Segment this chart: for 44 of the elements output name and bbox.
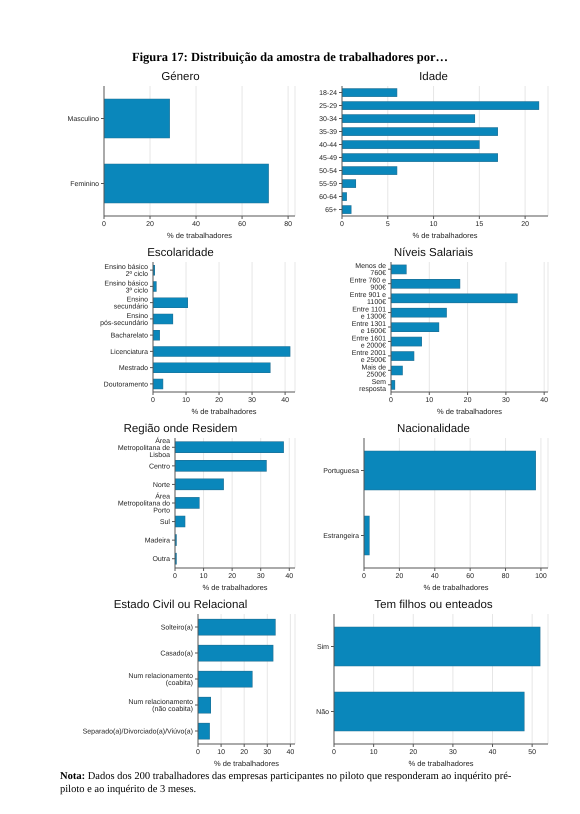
bar xyxy=(391,293,518,304)
bar xyxy=(342,166,398,175)
bar xyxy=(175,516,186,528)
bar xyxy=(342,88,398,97)
bar xyxy=(391,351,414,361)
bar xyxy=(342,192,347,201)
bar xyxy=(153,330,160,341)
bar xyxy=(153,297,188,308)
bar xyxy=(342,114,476,123)
bar xyxy=(391,264,407,274)
text: Figura 17: Distribuição da amostra de trabalhadores por… xyxy=(130,50,450,65)
text: Nota: Dados dos 200 trabalhadores das empresas participantes no piloto que responderam ao inquérito pré-piloto e ao inquérito de 3 meses. xyxy=(60,770,512,796)
bar xyxy=(198,644,274,662)
bar xyxy=(342,140,480,149)
bar xyxy=(175,460,267,472)
bar xyxy=(391,308,447,318)
bar xyxy=(342,153,498,162)
bar xyxy=(391,322,440,332)
bar xyxy=(198,696,211,714)
bar xyxy=(342,101,540,110)
bar xyxy=(175,497,200,509)
bar xyxy=(153,378,164,390)
bar xyxy=(391,279,460,289)
bar xyxy=(391,336,422,346)
bar xyxy=(342,179,356,188)
bar xyxy=(342,205,352,214)
bar xyxy=(153,314,174,324)
chart-title: Estado Civil ou Relacional xyxy=(112,598,248,612)
chart-title: Tem filhos ou enteados xyxy=(373,598,494,612)
bar xyxy=(175,441,284,454)
chart-title: Nacionalidade xyxy=(396,422,471,436)
bar xyxy=(198,670,253,688)
bar xyxy=(198,618,276,636)
chart-title: Níveis Salariais xyxy=(392,246,474,260)
bar xyxy=(342,127,498,136)
chart-title: Região onde Residem xyxy=(122,422,238,436)
bar xyxy=(153,362,271,374)
chart-title: Idade xyxy=(418,70,449,84)
bar xyxy=(153,346,290,357)
chart-title: Escolaridade xyxy=(146,246,215,260)
bar xyxy=(198,722,210,740)
bar xyxy=(391,366,403,376)
chart-title: Género xyxy=(160,70,201,84)
bar xyxy=(175,478,224,490)
